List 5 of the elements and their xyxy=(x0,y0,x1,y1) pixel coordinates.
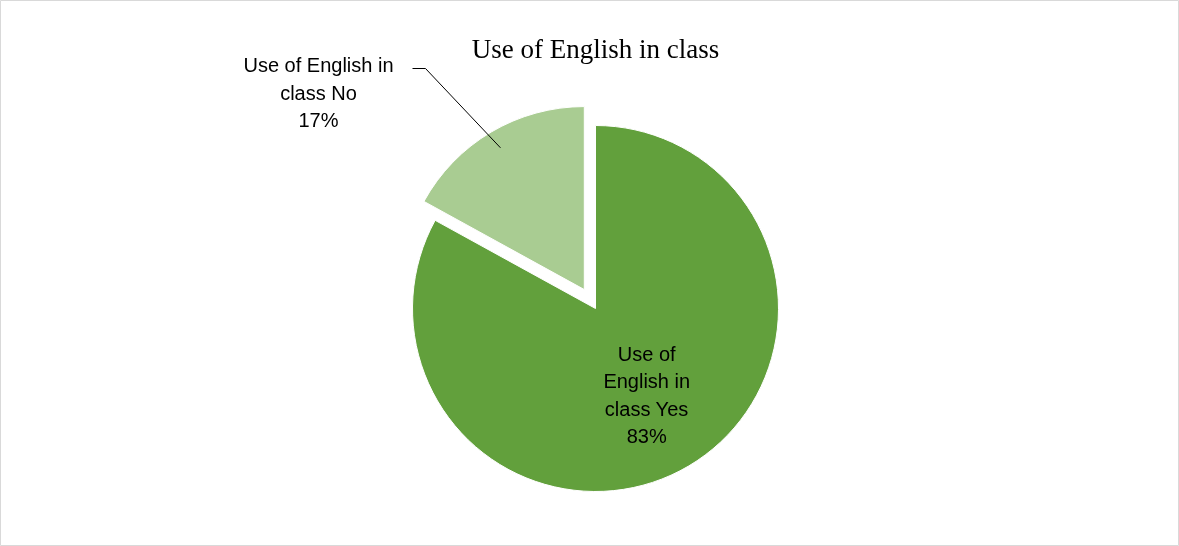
data-label: 17% xyxy=(298,109,339,131)
chart-title: Use of English in class xyxy=(471,33,720,64)
data-label: 83% xyxy=(626,425,667,448)
slice-label: Use of English in class No xyxy=(243,54,394,104)
slice-label: Use of English in class Yes xyxy=(603,342,691,420)
